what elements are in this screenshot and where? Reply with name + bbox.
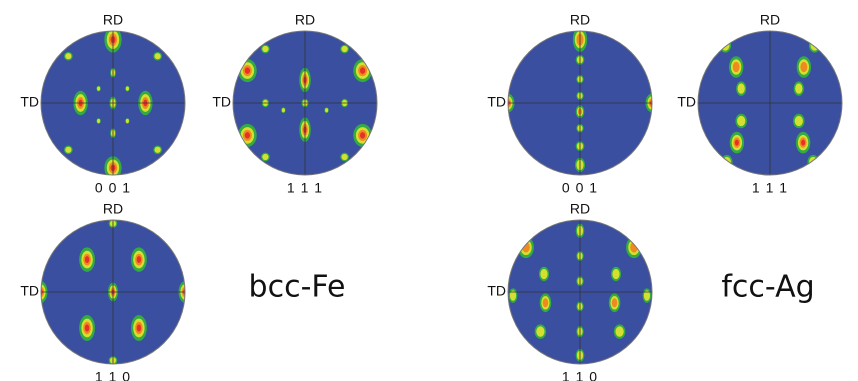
intensity-spot — [244, 67, 251, 74]
td-label: TD — [677, 94, 696, 110]
material-label: bcc-Fe — [249, 270, 346, 305]
intensity-spot — [536, 326, 545, 337]
intensity-spot — [163, 342, 171, 350]
intensity-spot — [84, 324, 90, 332]
rd-label: RD — [760, 12, 780, 28]
intensity-spot — [341, 153, 348, 161]
intensity-spot — [737, 115, 746, 127]
intensity-spot — [65, 146, 72, 153]
intensity-spot — [800, 61, 808, 73]
intensity-spot — [181, 286, 185, 298]
td-label: TD — [20, 94, 39, 110]
intensity-spot — [626, 343, 638, 357]
pole-outline — [40, 219, 186, 365]
rd-label: RD — [570, 12, 590, 28]
intensity-spot — [341, 45, 348, 53]
intensity-spot — [125, 118, 129, 124]
rd-label: RD — [103, 201, 123, 217]
rd-label: RD — [103, 12, 123, 28]
intensity-spot — [97, 86, 101, 91]
intensity-spot — [540, 268, 548, 280]
pole-figure — [508, 220, 652, 364]
intensity-spot — [154, 53, 161, 60]
pole-figure — [41, 31, 185, 175]
pole-label: 0 0 1 — [95, 180, 131, 196]
rd-label: RD — [295, 12, 315, 28]
intensity-spot — [244, 132, 251, 139]
pole-outline — [40, 30, 186, 176]
intensity-spot — [136, 256, 142, 264]
pole-label: 1 1 0 — [562, 369, 598, 381]
pole-label: 1 1 0 — [95, 369, 131, 381]
intensity-spot — [524, 344, 533, 355]
intensity-spot — [41, 286, 45, 298]
intensity-spot — [612, 268, 620, 280]
intensity-spot — [522, 343, 534, 357]
intensity-spot — [737, 83, 745, 94]
intensity-spot — [281, 108, 285, 113]
intensity-spot — [627, 344, 636, 355]
intensity-spot — [325, 108, 329, 113]
intensity-spot — [262, 45, 269, 53]
td-label: TD — [212, 94, 231, 110]
intensity-spot — [508, 98, 512, 108]
intensity-spot — [734, 139, 739, 146]
intensity-spot — [509, 290, 517, 301]
intensity-spot — [55, 342, 63, 350]
pole-outline — [697, 30, 843, 176]
td-label: TD — [487, 283, 506, 299]
intensity-spot — [359, 67, 366, 74]
pole-figure — [508, 31, 652, 175]
pole-label: 1 1 1 — [752, 180, 788, 196]
intensity-spot — [97, 118, 101, 124]
material-label: fcc-Ag — [721, 270, 814, 305]
intensity-spot — [84, 256, 90, 264]
intensity-spot — [359, 132, 366, 139]
intensity-spot — [795, 83, 803, 94]
intensity-spot — [163, 234, 171, 242]
pole-figure — [41, 220, 185, 364]
td-label: TD — [20, 283, 39, 299]
intensity-spot — [647, 96, 652, 110]
intensity-spot — [154, 146, 161, 153]
pole-outline — [507, 219, 653, 365]
intensity-spot — [41, 284, 46, 300]
intensity-spot — [611, 298, 618, 308]
intensity-spot — [125, 86, 129, 91]
rd-label: RD — [570, 201, 590, 217]
intensity-spot — [732, 61, 740, 73]
pole-label: 0 0 1 — [562, 180, 598, 196]
pole-outline — [232, 30, 378, 176]
intensity-spot — [650, 100, 652, 106]
td-label: TD — [487, 94, 506, 110]
intensity-spot — [615, 326, 624, 337]
pole-figure — [698, 31, 842, 175]
pole-figure — [233, 31, 377, 175]
pole-outline — [507, 30, 653, 176]
intensity-spot — [794, 115, 803, 127]
intensity-spot — [136, 324, 142, 332]
intensity-spot — [55, 234, 63, 242]
intensity-spot — [643, 290, 651, 301]
intensity-spot — [801, 139, 806, 146]
intensity-spot — [65, 53, 72, 60]
pole-label: 1 1 1 — [287, 180, 323, 196]
intensity-spot — [262, 153, 269, 161]
intensity-spot — [542, 298, 549, 308]
